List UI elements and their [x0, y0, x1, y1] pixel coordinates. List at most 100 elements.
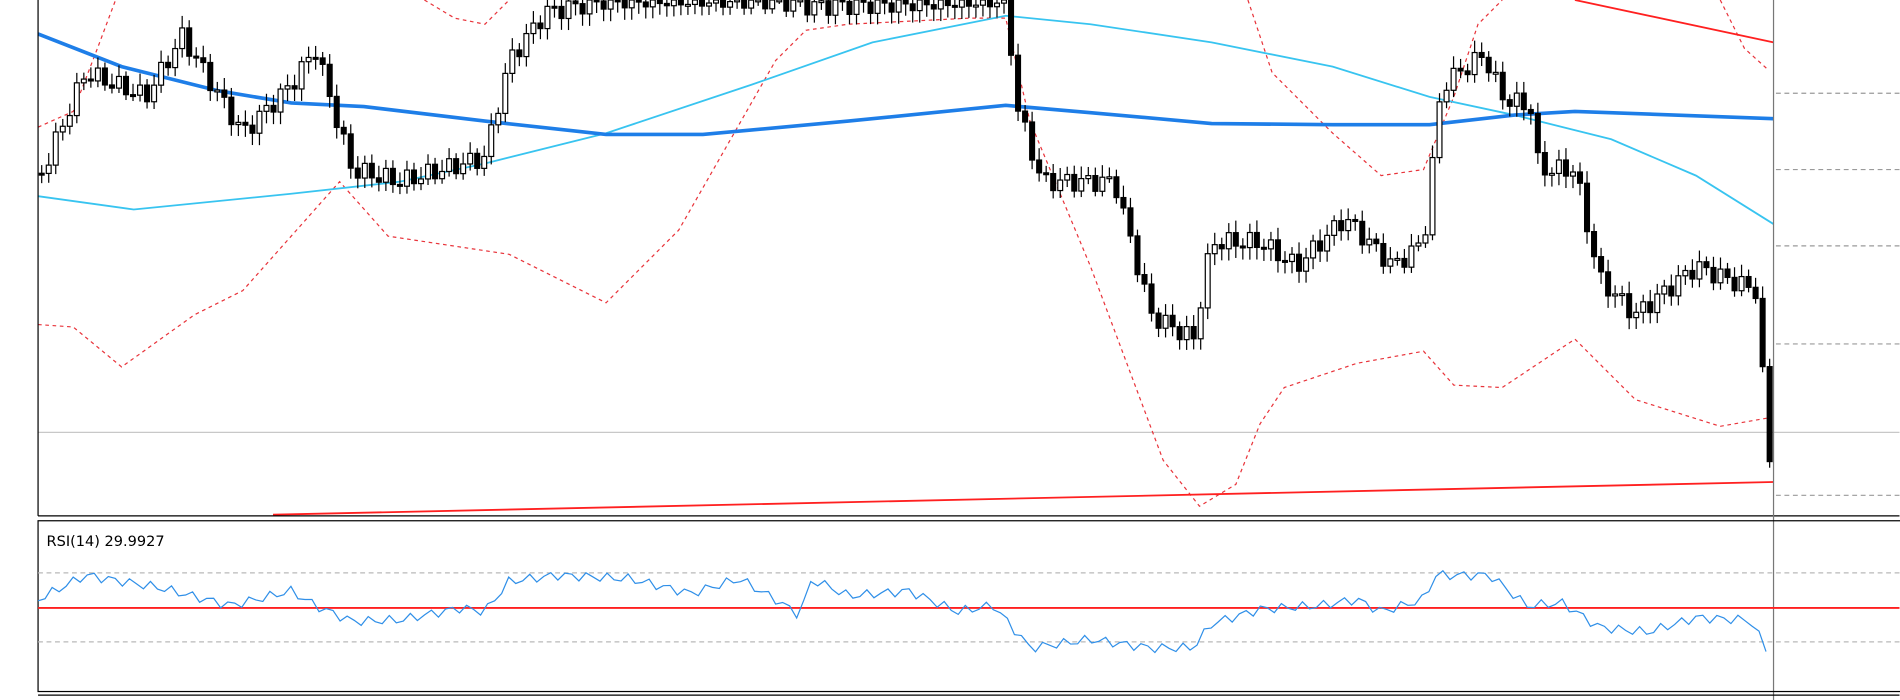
candle-body [1703, 261, 1710, 269]
candle-body [1605, 271, 1612, 297]
candle-body [1099, 176, 1106, 192]
candle-body [108, 84, 115, 89]
candle-body [1359, 220, 1366, 246]
candle-body [853, 0, 860, 16]
candle-body [1682, 269, 1689, 277]
candle-body [635, 0, 642, 3]
candle-body [867, 1, 874, 14]
candle-body [628, 0, 635, 9]
candle-body [1113, 176, 1120, 199]
candle-body [698, 0, 706, 7]
candle-body [73, 82, 80, 117]
candle-body [1675, 275, 1682, 297]
candle-body [923, 0, 930, 6]
candle-body [1731, 276, 1738, 292]
candle-body [607, 0, 614, 10]
rsi-panel: RSI(14) 29.9927 [37, 520, 1900, 696]
candle-body [172, 47, 179, 69]
candle-body [1232, 232, 1239, 247]
candle-body [951, 4, 958, 8]
candle-body [1246, 231, 1253, 249]
candle-body [305, 56, 312, 63]
candle-body [115, 75, 122, 89]
candle-body [214, 89, 221, 93]
candle-body [656, 0, 663, 5]
candle-body [1429, 156, 1436, 236]
candle-body [1696, 261, 1703, 280]
candle-body [762, 0, 769, 10]
candle-body [797, 0, 804, 3]
candle-body [277, 88, 284, 113]
candle-body [1106, 176, 1113, 180]
candle-body [235, 121, 242, 126]
candle-body [446, 158, 453, 173]
candle-body [748, 0, 755, 9]
candle-body [965, 0, 972, 7]
candle-body [122, 75, 130, 96]
candle-body [291, 85, 298, 90]
candle-body [298, 61, 305, 90]
candle-body [1689, 269, 1696, 280]
candle-body [186, 27, 193, 57]
slow-ma [37, 14, 1775, 225]
candle-body [565, 0, 572, 20]
candle-body [340, 126, 347, 135]
candle-body [87, 78, 94, 82]
candle-body [1029, 121, 1036, 161]
candle-body [1745, 275, 1752, 288]
candle-body [846, 0, 853, 16]
candle-body [179, 27, 186, 50]
candle-body [200, 57, 207, 64]
candle-body [670, 0, 677, 7]
candle-body [1338, 220, 1345, 232]
candle-body [1331, 220, 1338, 236]
candle-body [1668, 285, 1675, 297]
candle-body [1598, 256, 1605, 273]
candle-body [523, 32, 530, 58]
candle-body [544, 5, 551, 30]
price-levels [1775, 92, 1900, 496]
candle-body [1057, 179, 1064, 192]
candle-body [909, 3, 916, 12]
candle-body [572, 0, 579, 5]
candle-body [600, 0, 607, 10]
candle-body [1022, 110, 1029, 123]
candle-body [439, 170, 446, 180]
candle-body [263, 104, 270, 112]
upper-band [1719, 0, 1770, 71]
candle-body [551, 5, 558, 9]
candle-body [1324, 234, 1331, 252]
candle-body [986, 0, 993, 8]
candle-body [425, 163, 432, 180]
candle-body [881, 0, 888, 4]
candle-body [319, 57, 326, 65]
candle-body [705, 2, 713, 7]
candle-body [1176, 326, 1183, 341]
candle-body [937, 0, 944, 10]
candle-body [1576, 171, 1584, 184]
candle-body [783, 0, 790, 12]
candle-body [684, 3, 691, 7]
candle-body [52, 131, 59, 166]
candle-body [1457, 67, 1464, 72]
candle-body [811, 1, 818, 16]
candle-body [888, 2, 895, 13]
trend-line [1574, 0, 1774, 44]
price-panel [37, 0, 1900, 516]
candle-body [396, 183, 403, 187]
candle-body [101, 67, 108, 86]
candle-body [712, 0, 720, 4]
candle-body [333, 95, 340, 129]
candle-body [1485, 56, 1492, 74]
candle-body [1120, 196, 1127, 209]
candle-body [1394, 257, 1401, 261]
candle-body [1471, 51, 1478, 76]
candle-body [453, 158, 460, 175]
candle-body [1422, 234, 1429, 244]
candle-body [1450, 67, 1457, 91]
candle-body [1752, 286, 1759, 300]
candle-body [593, 0, 600, 3]
candle-body [509, 49, 516, 75]
candle-body [1155, 312, 1162, 329]
